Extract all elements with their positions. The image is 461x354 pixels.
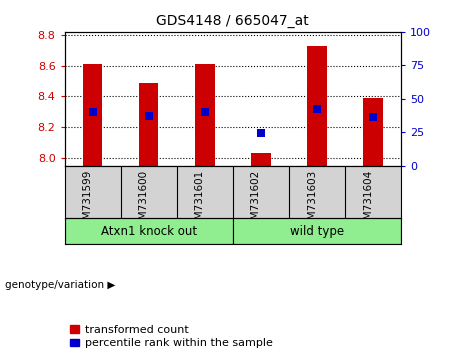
Bar (139, 82, 159, 166)
Point (313, 107, 321, 112)
Text: GSM731602: GSM731602 (251, 170, 261, 233)
Point (201, 109, 208, 115)
Legend: transformed count, percentile rank within the sample: transformed count, percentile rank withi… (70, 325, 272, 348)
Bar (65, 218, 233, 244)
Text: genotype/variation ▶: genotype/variation ▶ (5, 280, 115, 290)
Title: GDS4148 / 665047_at: GDS4148 / 665047_at (156, 14, 309, 28)
Text: Atxn1 knock out: Atxn1 knock out (100, 225, 197, 238)
Text: GSM731601: GSM731601 (195, 170, 205, 233)
Text: GSM731599: GSM731599 (83, 170, 93, 233)
Point (89, 109, 96, 115)
Bar (233, 218, 401, 244)
Bar (83, 64, 102, 166)
Text: wild type: wild type (290, 225, 344, 238)
Point (257, 131, 265, 136)
Bar (195, 64, 214, 166)
Point (369, 115, 377, 120)
Text: GSM731600: GSM731600 (139, 170, 148, 233)
Bar (251, 153, 271, 166)
Bar (363, 98, 383, 166)
Bar (307, 46, 327, 166)
Text: GSM731604: GSM731604 (363, 170, 373, 233)
Text: GSM731603: GSM731603 (307, 170, 317, 233)
Point (145, 113, 152, 119)
